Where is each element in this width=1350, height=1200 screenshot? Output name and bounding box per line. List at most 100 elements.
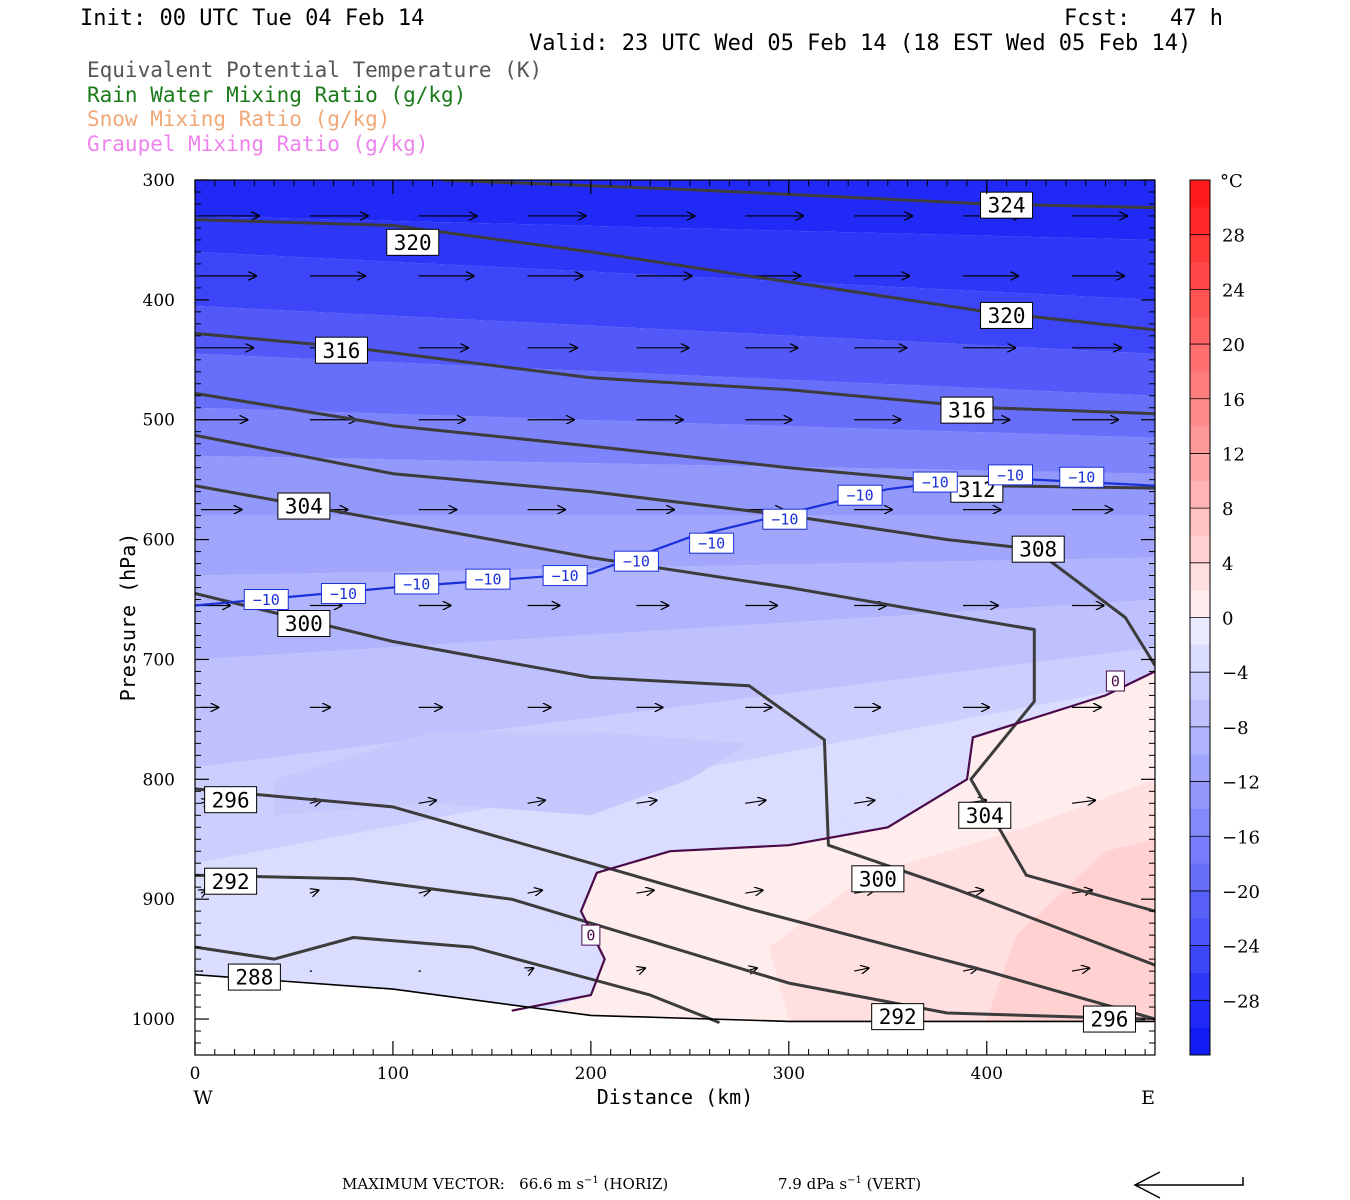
wind-vector bbox=[636, 968, 645, 971]
x-tick-label: 0 bbox=[190, 1064, 201, 1084]
isotherm-minus10-label-box bbox=[689, 532, 735, 554]
theta-e-label: 304 bbox=[966, 804, 1004, 828]
isotherm-minus10-label-box bbox=[465, 568, 511, 590]
plot-frame bbox=[194, 179, 1156, 1056]
colorbar-segment bbox=[1190, 508, 1210, 536]
reference-arrow bbox=[1133, 1171, 1244, 1199]
y-tick-label: 900 bbox=[143, 890, 175, 910]
colorbar-tick-label: −12 bbox=[1222, 773, 1260, 794]
isotherm-minus10-label: −10 bbox=[1068, 469, 1095, 487]
wind-vector bbox=[745, 800, 765, 803]
isotherm-minus10-label-box bbox=[542, 565, 588, 587]
theta-e-label-box bbox=[204, 867, 258, 895]
colorbar-tick-label: −8 bbox=[1222, 718, 1249, 739]
colorbar-segment bbox=[1190, 398, 1210, 427]
colorbar-tick-label: 20 bbox=[1222, 335, 1245, 356]
isotherm-minus10-label: −10 bbox=[474, 571, 501, 589]
wind-vector bbox=[854, 968, 869, 971]
isotherm-minus10-label-box bbox=[762, 508, 808, 530]
isotherm-minus10-label-box bbox=[394, 573, 440, 595]
colorbar-segment bbox=[1190, 1027, 1210, 1056]
wind-vector bbox=[418, 800, 436, 803]
colorbar-tick-label: 0 bbox=[1222, 609, 1233, 630]
wind-vector bbox=[854, 800, 874, 803]
colorbar-segment bbox=[1190, 672, 1210, 701]
valid-time: Valid: 23 UTC Wed 05 Feb 14 (18 EST Wed … bbox=[529, 31, 1192, 56]
colorbar-segment bbox=[1190, 699, 1210, 728]
theta-e-label-box bbox=[958, 801, 1012, 829]
theta-e-label: 300 bbox=[859, 867, 897, 891]
field-label-rain: Rain Water Mixing Ratio (g/kg) bbox=[87, 83, 467, 107]
horiz-exp: −1 bbox=[584, 1175, 599, 1186]
axes: 300 400 500 600 700 800 900 1000 0 100 200 300 400 bbox=[132, 171, 1155, 1084]
colorbar-segment bbox=[1190, 617, 1210, 646]
theta-e-label: 300 bbox=[285, 612, 323, 636]
isotherm-minus10-label: −10 bbox=[698, 535, 725, 553]
east-label: E bbox=[1141, 1087, 1155, 1109]
y-tick-label: 1000 bbox=[132, 1010, 175, 1030]
shading-band bbox=[195, 305, 1155, 396]
isotherm-minus10-label-box bbox=[912, 471, 958, 493]
shading-band bbox=[195, 180, 1155, 240]
theta-e-label-box bbox=[940, 396, 994, 424]
x-tick-label: 100 bbox=[377, 1064, 409, 1084]
theta-e-label: 288 bbox=[235, 966, 273, 990]
theta-e-label-box bbox=[980, 191, 1034, 219]
field-label-theta-e: Equivalent Potential Temperature (K) bbox=[87, 58, 543, 82]
west-label: W bbox=[193, 1087, 213, 1109]
max-vector-horiz: MAXIMUM VECTOR: 66.6 m s−1 (HORIZ) bbox=[342, 1175, 668, 1193]
isotherm-minus10-label: −10 bbox=[552, 567, 579, 585]
theta-e-label: 292 bbox=[879, 1005, 917, 1029]
isotherm-minus10-label: −10 bbox=[253, 591, 280, 609]
isotherm-zero-label: 0 bbox=[1111, 672, 1120, 690]
colorbar-segment bbox=[1190, 480, 1210, 509]
isotherm-minus10-label-box bbox=[320, 583, 366, 605]
colorbar-segment bbox=[1190, 344, 1210, 372]
theta-e-label-box bbox=[204, 786, 258, 814]
colorbar-segment bbox=[1190, 945, 1210, 974]
colorbar-segment bbox=[1190, 453, 1210, 482]
isotherm-zero-label: 0 bbox=[586, 927, 595, 945]
colorbar-segment bbox=[1190, 289, 1210, 318]
colorbar-segment bbox=[1190, 316, 1210, 345]
theta-e-contour bbox=[195, 592, 1155, 967]
colorbar-tick-label: −20 bbox=[1222, 882, 1260, 903]
isotherm-minus10-label: −10 bbox=[847, 487, 874, 505]
wind-vector bbox=[1071, 800, 1095, 803]
theta-e-label-box bbox=[851, 865, 905, 893]
wind-vectors bbox=[201, 216, 1127, 971]
colorbar-tick-label: −28 bbox=[1222, 991, 1260, 1012]
contour-labels: 3243203203163163123083043043003002962962… bbox=[204, 191, 1136, 1033]
colorbar-tick-label: 24 bbox=[1222, 280, 1245, 301]
colorbar-segment bbox=[1190, 371, 1210, 400]
theta-e-label: 296 bbox=[1091, 1008, 1129, 1032]
theta-e-label-box bbox=[277, 492, 331, 520]
theta-e-label: 308 bbox=[1019, 538, 1057, 562]
colorbar-segment bbox=[1190, 535, 1210, 564]
max-vector-label: MAXIMUM VECTOR: bbox=[342, 1175, 505, 1193]
colorbar-tick-label: −24 bbox=[1222, 937, 1260, 958]
x-tick-label: 200 bbox=[575, 1064, 607, 1084]
isotherm-minus10-label: −10 bbox=[771, 511, 798, 529]
wind-vector bbox=[745, 890, 762, 893]
colorbar-tick-label: 16 bbox=[1222, 390, 1245, 411]
colorbar-segment bbox=[1190, 180, 1210, 208]
contours bbox=[195, 180, 1155, 1024]
theta-e-label-box bbox=[314, 336, 368, 364]
theta-e-label-box bbox=[277, 609, 331, 637]
x-axis-label: Distance (km) bbox=[597, 1085, 754, 1109]
shading-cold-pool bbox=[274, 731, 750, 816]
field-label-snow: Snow Mixing Ratio (g/kg) bbox=[87, 107, 391, 131]
y-tick-label: 500 bbox=[143, 411, 175, 431]
wind-vector bbox=[1071, 968, 1089, 971]
wind-vector bbox=[418, 890, 431, 893]
colorbar-tick-label: −16 bbox=[1222, 827, 1260, 848]
shading-band bbox=[195, 353, 1155, 438]
max-vector-vert: 7.9 dPa s−1 (VERT) bbox=[778, 1175, 921, 1193]
theta-e-label-box bbox=[227, 963, 281, 991]
horiz-tag: (HORIZ) bbox=[603, 1175, 669, 1193]
horiz-value: 66.6 m s bbox=[519, 1175, 585, 1193]
colorbar-segment bbox=[1190, 590, 1210, 618]
theta-e-label: 324 bbox=[988, 194, 1026, 218]
